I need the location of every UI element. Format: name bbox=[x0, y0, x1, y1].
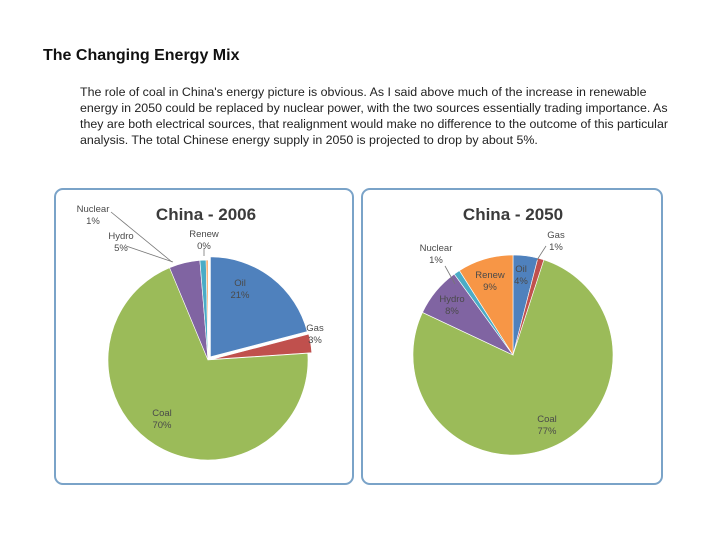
slice-value-nuclear: 1% bbox=[429, 255, 443, 266]
pie-slice-coal bbox=[412, 259, 614, 456]
leader-line-hydro bbox=[125, 245, 174, 263]
leader-line-gas bbox=[536, 245, 547, 261]
slice-label-gas: Gas bbox=[306, 323, 324, 334]
slice-value-coal: 70% bbox=[152, 420, 172, 431]
page-title: The Changing Energy Mix bbox=[43, 47, 240, 64]
slice-value-renew: 9% bbox=[483, 282, 497, 293]
pie-slice-gas bbox=[211, 333, 313, 360]
pie-slice-coal bbox=[107, 267, 309, 461]
slice-value-gas: 1% bbox=[549, 242, 563, 253]
slice-value-renew: 0% bbox=[197, 241, 211, 252]
pie-chart-2050: China - 2050Oil4%Gas1%Coal77%Hydro8%Nucl… bbox=[412, 205, 614, 456]
pie-slice-oil bbox=[210, 256, 308, 358]
leader-line-nuclear bbox=[444, 265, 456, 285]
slice-label-gas: Gas bbox=[547, 230, 565, 241]
slice-value-oil: 4% bbox=[514, 276, 528, 287]
slice-label-hydro: Hydro bbox=[439, 294, 464, 305]
pie-slice-renew bbox=[459, 254, 514, 357]
slice-label-oil: Oil bbox=[234, 278, 246, 289]
leader-line-nuclear bbox=[110, 211, 173, 263]
slice-value-hydro: 5% bbox=[114, 243, 128, 254]
chart-title: China - 2006 bbox=[156, 205, 256, 224]
pie-slice-renew bbox=[205, 259, 209, 361]
slice-value-gas: 3% bbox=[308, 335, 322, 346]
slice-value-coal: 77% bbox=[537, 426, 557, 437]
slice-value-nuclear: 1% bbox=[86, 216, 100, 227]
slice-label-renew: Renew bbox=[475, 270, 505, 281]
chart-panel-2050: China - 2050 Oil 4% Gas 1% Coal 77% Hydro 8% Nucl… bbox=[361, 188, 663, 485]
slice-label-coal: Coal bbox=[537, 414, 557, 425]
slice-value-oil: 21% bbox=[230, 290, 250, 301]
intro-paragraph: The role of coal in China's energy pictu… bbox=[80, 85, 668, 147]
slice-value-hydro: 8% bbox=[445, 306, 459, 317]
slice-label-oil: Oil bbox=[515, 264, 527, 275]
slice-label-coal: Coal bbox=[152, 408, 172, 419]
slice-label-nuclear: Nuclear bbox=[420, 243, 453, 254]
chart-panel-2006: China - 2006 Oil 21% Gas 3% Coal 70% Hydro 5% Nuc… bbox=[54, 188, 354, 485]
chart-title: China - 2050 bbox=[463, 205, 563, 224]
slice-label-nuclear: Nuclear bbox=[77, 204, 110, 215]
slice-label-renew: Renew bbox=[189, 229, 219, 240]
slice-label-hydro: Hydro bbox=[108, 231, 133, 242]
